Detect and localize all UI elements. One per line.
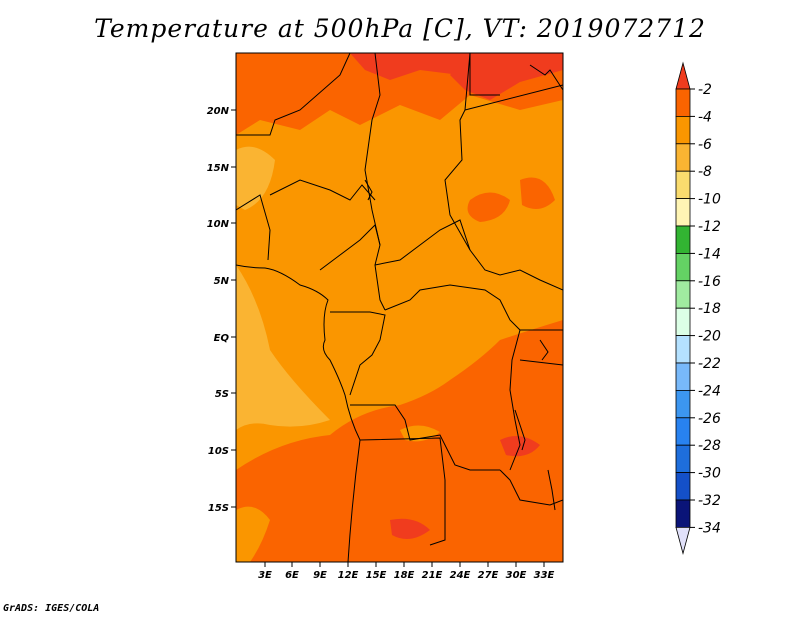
lat-label-eq: EQ bbox=[214, 333, 230, 344]
lon-label-3e: 3E bbox=[258, 570, 272, 581]
lon-label-9e: 9E bbox=[313, 570, 327, 581]
colorbar-label: -16 bbox=[698, 274, 721, 290]
band-minus-8-west bbox=[236, 265, 330, 430]
lon-labels: 3E 6E 9E 12E 15E 18E 21E 24E 27E 30E 33E bbox=[258, 570, 554, 581]
lon-label-6e: 6E bbox=[285, 570, 299, 581]
border-nigeria-north bbox=[236, 179, 376, 261]
colorbar-label: -24 bbox=[698, 383, 721, 399]
lat-label-5s: 5S bbox=[215, 389, 229, 400]
lon-label-24e: 24E bbox=[450, 570, 471, 581]
lon-label-18e: 18E bbox=[394, 570, 415, 581]
colorbar-label: -30 bbox=[698, 466, 721, 482]
colorbar-label: -20 bbox=[698, 329, 721, 345]
colorbar-label: -8 bbox=[698, 164, 712, 180]
colorbar-box bbox=[675, 499, 691, 528]
lake-malawi bbox=[547, 469, 556, 511]
border-nigeria-cameroon bbox=[319, 224, 381, 271]
colorbar-label: -22 bbox=[698, 356, 721, 372]
patch-minus-6-south bbox=[400, 425, 440, 442]
colorbar: -2 -4 -6 -8 -10 -12 -14 -16 -18 -20 -22 -24 -26 -28 -3… bbox=[675, 61, 721, 555]
border-drc-angola bbox=[350, 404, 500, 471]
colorbar-box bbox=[675, 116, 691, 145]
colorbar-label: -14 bbox=[698, 246, 721, 262]
border-algeria-mali bbox=[236, 53, 351, 136]
lake-chad bbox=[364, 179, 373, 201]
lon-label-30e: 30E bbox=[506, 570, 527, 581]
border-chad-sudan bbox=[444, 53, 563, 291]
border-uganda-kenya bbox=[519, 329, 563, 366]
lat-label-5n: 5N bbox=[214, 276, 230, 287]
border-libya-egypt bbox=[464, 84, 563, 111]
temperature-field bbox=[236, 53, 563, 562]
border-drc-east bbox=[509, 329, 521, 471]
colorbar-box bbox=[675, 444, 691, 474]
colorbar-box bbox=[675, 225, 691, 254]
lake-victoria bbox=[539, 339, 549, 361]
lat-label-15n: 15N bbox=[207, 163, 230, 174]
colorbar-label: -28 bbox=[698, 438, 721, 454]
colorbar-box bbox=[675, 362, 691, 391]
lat-label-10n: 10N bbox=[207, 219, 230, 230]
colorbar-arrow-top bbox=[675, 61, 691, 90]
border-libya-sudan bbox=[469, 53, 500, 96]
lon-label-21e: 21E bbox=[422, 570, 443, 581]
coastline-nile-delta bbox=[529, 64, 563, 91]
lon-label-12e: 12E bbox=[338, 570, 359, 581]
patch-minus-6-sw bbox=[236, 506, 270, 562]
border-angola-zambia bbox=[359, 437, 446, 546]
border-niger-chad bbox=[364, 53, 386, 311]
colorbar-arrow-bottom bbox=[675, 527, 691, 555]
lake-tanganyika bbox=[514, 409, 526, 451]
lat-label-15s: 15S bbox=[208, 503, 229, 514]
lat-label-10s: 10S bbox=[208, 446, 229, 457]
lon-label-33e: 33E bbox=[534, 570, 555, 581]
credit-text: GrADS: IGES/COLA bbox=[3, 603, 100, 614]
lon-label-15e: 15E bbox=[366, 570, 387, 581]
colorbar-label: -34 bbox=[698, 520, 721, 536]
colorbar-box bbox=[675, 88, 691, 117]
colorbar-box bbox=[675, 143, 691, 172]
colorbar-label: -12 bbox=[698, 219, 721, 235]
lat-label-20n: 20N bbox=[207, 106, 230, 117]
band-minus-2-north-b bbox=[350, 53, 470, 80]
patch-minus-2-south bbox=[390, 518, 430, 539]
colorbar-box bbox=[675, 198, 691, 227]
colorbar-label: -26 bbox=[698, 411, 721, 427]
lon-label-27e: 27E bbox=[478, 570, 499, 581]
band-minus-4-south bbox=[236, 320, 563, 562]
colorbar-box bbox=[675, 252, 691, 282]
colorbar-label: -4 bbox=[698, 109, 712, 125]
colorbar-label: -10 bbox=[698, 192, 721, 208]
map-frame bbox=[235, 52, 564, 563]
colorbar-label: -6 bbox=[698, 137, 712, 153]
country-borders bbox=[236, 53, 563, 562]
patch-minus-4-east bbox=[467, 192, 510, 222]
colorbar-box bbox=[675, 280, 691, 309]
patch-minus-8-nw bbox=[236, 146, 275, 210]
border-car-south bbox=[384, 284, 521, 331]
colorbar-label: -18 bbox=[698, 301, 721, 317]
lon-ticks bbox=[264, 562, 545, 567]
border-car-north bbox=[374, 219, 471, 266]
band-minus-2-north bbox=[450, 53, 563, 100]
lat-labels: 20N 15N 10N 5N EQ 5S 10S 15S bbox=[207, 106, 230, 514]
colorbar-label: -2 bbox=[698, 82, 712, 98]
patch-minus-4-east-b bbox=[520, 177, 555, 209]
colorbar-box bbox=[675, 335, 691, 364]
colorbar-box bbox=[675, 417, 691, 446]
chart-title: Temperature at 500hPa [C], VT: 201907271… bbox=[94, 14, 706, 43]
colorbar-box bbox=[675, 307, 691, 337]
colorbar-label: -32 bbox=[698, 493, 721, 509]
colorbar-box bbox=[675, 472, 691, 501]
border-congo bbox=[330, 311, 386, 396]
lat-ticks bbox=[231, 109, 236, 508]
colorbar-box bbox=[675, 389, 691, 419]
colorbar-box bbox=[675, 170, 691, 199]
